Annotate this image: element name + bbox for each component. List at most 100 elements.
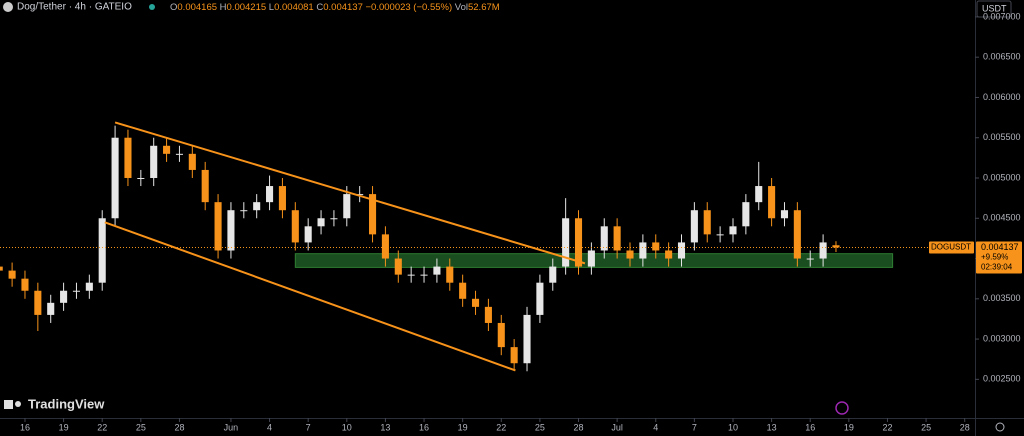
candle-body <box>652 242 660 251</box>
ohlc-key: O <box>170 2 177 13</box>
ohlc-line: O0.004165 H0.004215 L0.004081 C0.004137 … <box>170 2 500 13</box>
x-tick-label: 7 <box>306 422 311 432</box>
price-tag-countdown: 02:39:04 <box>981 263 1013 272</box>
candle-body <box>562 218 570 267</box>
candle-body <box>163 145 171 154</box>
x-tick-label: 22 <box>97 422 107 432</box>
candle-body <box>665 250 673 259</box>
candle-body <box>446 266 454 283</box>
ohlc-key: C <box>316 2 323 13</box>
candle-body <box>613 226 621 251</box>
x-tick-label: 10 <box>728 422 738 432</box>
y-tick-label: 0.005500 <box>983 132 1021 142</box>
candle-body <box>21 278 29 291</box>
candle-body <box>356 194 364 196</box>
y-tick-label: 0.002500 <box>983 374 1021 384</box>
candle-body <box>574 218 583 267</box>
alert-icon[interactable] <box>835 401 849 415</box>
candle-body <box>266 186 274 203</box>
x-tick-label: 19 <box>59 422 69 432</box>
brand-logo: TradingView <box>4 396 105 411</box>
candle-body <box>317 218 325 227</box>
y-tick-label: 0.005000 <box>983 172 1021 182</box>
x-tick-label: 19 <box>844 422 854 432</box>
x-tick-label: 28 <box>960 422 970 432</box>
currency-button[interactable] <box>976 0 1012 18</box>
y-tick-label: 0.003000 <box>983 333 1021 343</box>
x-tick-label: Jul <box>611 422 623 432</box>
candle-body <box>111 137 119 219</box>
symbol-title: Dog/Tether · 4h · GATEIO <box>17 2 132 13</box>
channel-line <box>114 121 586 265</box>
ohlc-value: 0.004215 <box>227 2 267 13</box>
candle-body <box>330 218 338 220</box>
candle-body <box>278 186 286 211</box>
candle-body <box>137 177 145 179</box>
ohlc-key: Vol <box>455 2 468 13</box>
channel-line <box>104 221 516 372</box>
candle-body <box>304 226 312 243</box>
candle-body <box>150 145 158 178</box>
candle-body <box>214 202 222 251</box>
candle-body <box>175 153 183 155</box>
x-tick-label: 22 <box>882 422 892 432</box>
x-tick-label: 13 <box>767 422 777 432</box>
candle-body <box>690 210 698 243</box>
plot-area <box>0 121 975 372</box>
x-tick-label: 13 <box>380 422 390 432</box>
x-tick-label: 25 <box>136 422 146 432</box>
x-tick-label: 16 <box>805 422 815 432</box>
candle-body <box>47 302 55 315</box>
price-tag-price: 0.004137 <box>981 242 1019 252</box>
candle-body <box>227 210 235 251</box>
candle-body <box>291 210 299 243</box>
logo-mark <box>4 400 13 409</box>
candle-body <box>510 347 518 364</box>
price-tag <box>976 241 1022 274</box>
candle-body <box>755 186 763 203</box>
candle-body <box>253 202 261 211</box>
x-tick-label: 25 <box>535 422 545 432</box>
symbol-icon <box>3 2 13 12</box>
candle-body <box>240 210 248 212</box>
candle-body <box>819 242 827 259</box>
settings-icon[interactable] <box>995 422 1005 432</box>
ohlc-key: H <box>220 2 227 13</box>
candle-body <box>72 290 81 292</box>
currency-label[interactable]: USDT <box>982 3 1007 13</box>
candle-body <box>716 234 724 236</box>
candle-body <box>433 266 441 275</box>
candle-body <box>832 245 840 248</box>
candle-body <box>471 298 480 307</box>
x-tick-label: 22 <box>496 422 506 432</box>
symbol-tag-label: DOGUSDT <box>931 243 971 252</box>
candle-body <box>780 210 789 219</box>
candle-body <box>369 194 377 235</box>
candle-body <box>600 226 608 251</box>
candle-body <box>806 258 814 260</box>
candle-body <box>34 290 42 315</box>
y-tick-label: 0.006000 <box>983 92 1021 102</box>
y-tick-label: 0.007000 <box>983 11 1021 21</box>
x-tick-label: 4 <box>653 422 658 432</box>
candle-body <box>793 210 801 259</box>
candle-body <box>420 274 428 276</box>
x-tick-label: 16 <box>419 422 429 432</box>
candle-body <box>0 266 3 271</box>
symbol-tag <box>929 241 974 254</box>
logo-mark <box>15 401 21 407</box>
candle-body <box>523 314 531 364</box>
x-tick-label: 4 <box>267 422 272 432</box>
ohlc-value: 0.004137 <box>323 2 363 13</box>
candle-body <box>381 234 389 259</box>
candle-body <box>85 282 93 291</box>
candle-body <box>626 250 634 259</box>
candle-body <box>587 250 595 267</box>
candle-body <box>8 270 16 279</box>
candle-body <box>407 274 415 276</box>
candle-body <box>394 258 402 275</box>
x-tick-label: 19 <box>458 422 468 432</box>
candle-body <box>549 266 557 283</box>
